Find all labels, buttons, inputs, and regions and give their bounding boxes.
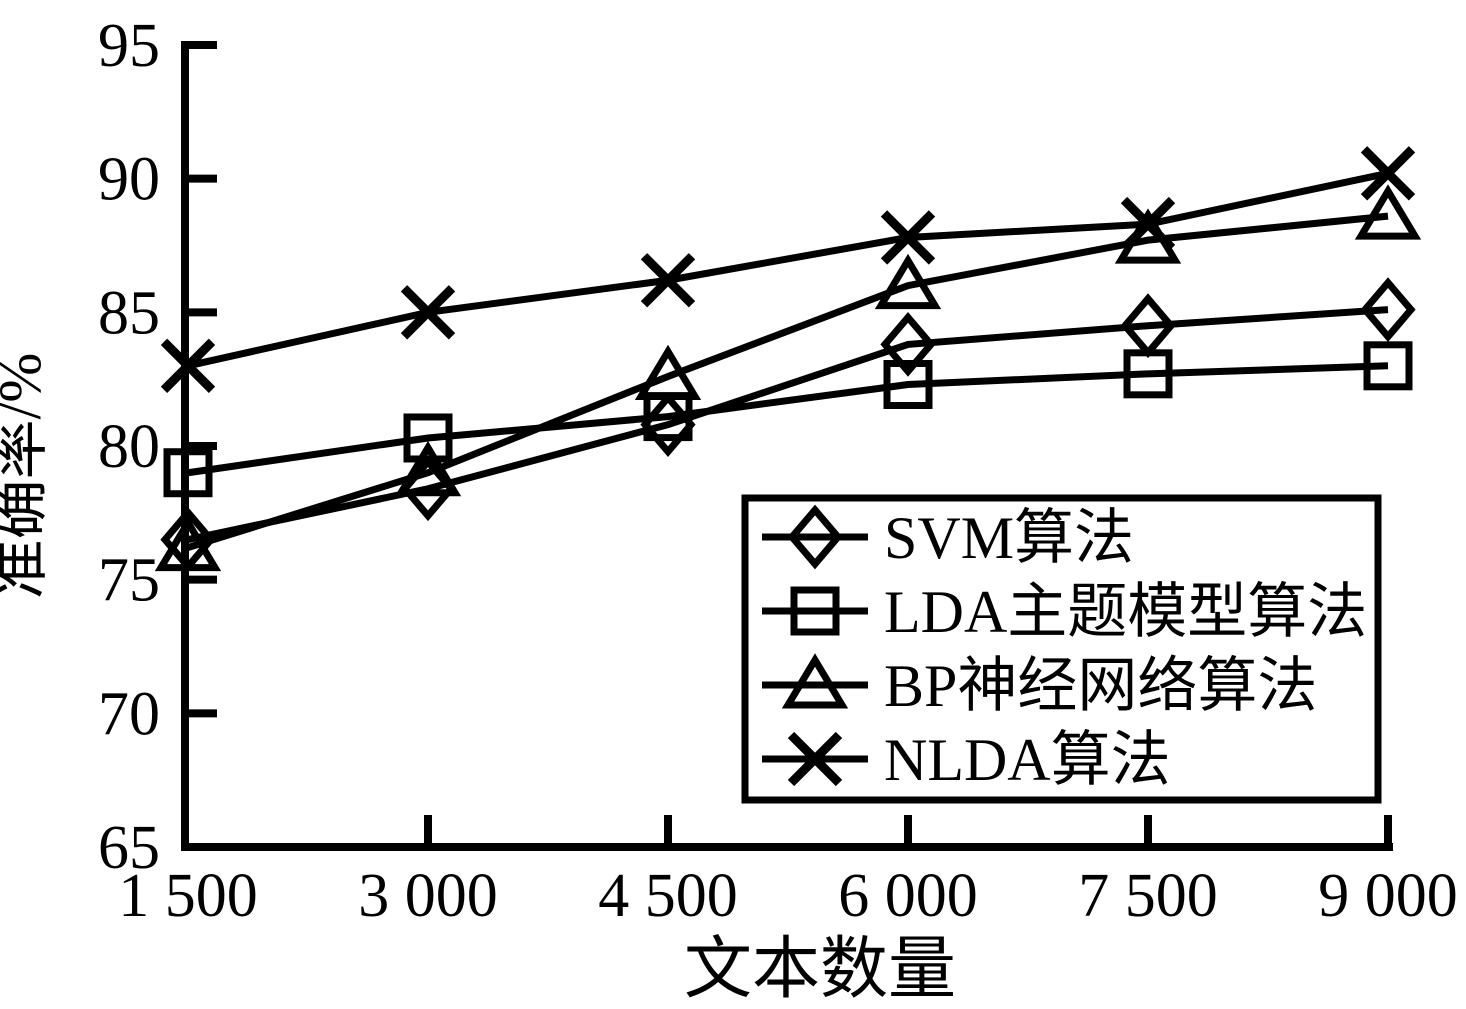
- y-axis-tick-label: 80: [98, 413, 160, 481]
- series-bp-triangle-icon: [394, 440, 462, 497]
- legend-label-lda: LDA主题模型算法: [884, 579, 1367, 645]
- series-lda-square-icon: [1123, 349, 1173, 399]
- x-axis-tick-label: 3 000: [358, 862, 498, 930]
- x-axis-tick-label: 4 500: [598, 862, 738, 930]
- series-svm-diamond-icon: [880, 312, 936, 377]
- series-lda-square-icon: [403, 413, 453, 463]
- x-axis-title: 文本数量: [684, 931, 956, 1007]
- y-axis-tick-label: 70: [98, 680, 160, 748]
- y-axis-tick-label: 65: [98, 814, 160, 882]
- series-bp-triangle-icon: [874, 253, 942, 310]
- series-nlda-x-icon: [880, 210, 936, 265]
- x-axis-tick-label: 6 000: [838, 862, 978, 930]
- series-nlda-x-icon: [1360, 146, 1416, 201]
- series-lda-line: [187, 362, 1389, 477]
- series-lda-square-icon: [883, 360, 933, 410]
- series-nlda-x-icon: [1120, 196, 1176, 252]
- series-svm-diamond-icon: [1360, 277, 1416, 343]
- x-axis-tick-label: 9 000: [1318, 862, 1458, 930]
- legend-triangle-icon: [781, 653, 849, 709]
- series-nlda-line: [187, 169, 1389, 370]
- y-axis-tick-label: 90: [98, 146, 160, 214]
- series-nlda-x-icon: [160, 338, 216, 393]
- legend-x-icon: [787, 731, 843, 787]
- series-nlda-x-icon: [640, 253, 696, 308]
- legend-label-nlda: NLDA算法: [884, 727, 1171, 793]
- legend-label-svm: SVM算法: [884, 505, 1134, 571]
- series-svm-line: [187, 306, 1389, 543]
- y-axis-tick-label: 95: [98, 12, 160, 80]
- series-nlda-x-icon: [400, 285, 456, 340]
- legend-square-icon: [790, 586, 840, 636]
- legend-diamond-icon: [787, 504, 843, 570]
- series-bp-triangle-icon: [634, 344, 702, 400]
- series-lda-square-icon: [163, 448, 213, 498]
- legend-label-bp: BP神经网络算法: [884, 653, 1317, 719]
- series-bp-line: [186, 212, 1389, 551]
- series-svm-diamond-icon: [640, 392, 696, 458]
- legend-box: [741, 494, 1382, 804]
- x-axis-tick-label: 1 500: [118, 862, 258, 930]
- y-axis-title: 准确率/%: [0, 353, 53, 600]
- series-bp-triangle-icon: [154, 515, 222, 572]
- series-lda-square-icon: [1363, 341, 1413, 391]
- y-axis-tick-label: 85: [98, 279, 160, 347]
- x-axis-tick-label: 7 500: [1078, 862, 1218, 930]
- series-bp-triangle-icon: [1354, 184, 1422, 240]
- y-axis-tick-label: 75: [98, 547, 160, 615]
